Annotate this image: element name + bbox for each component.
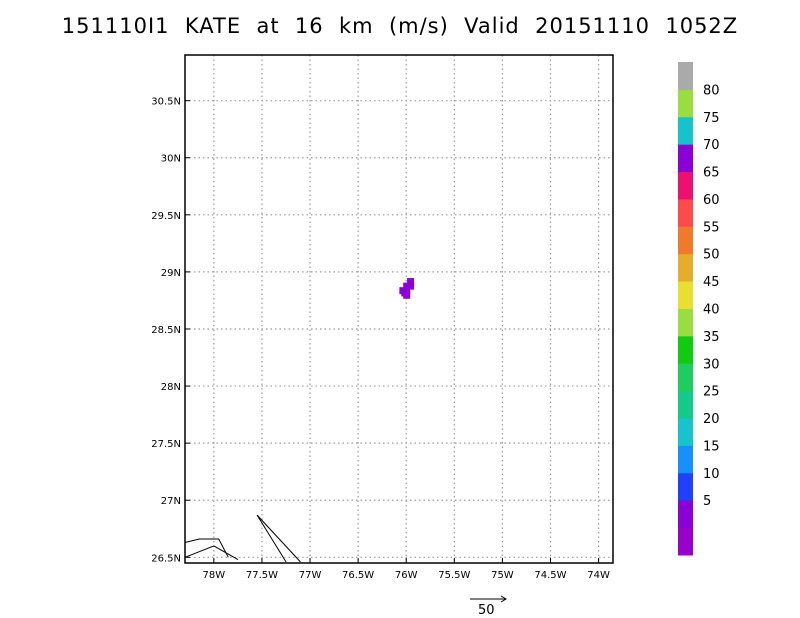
colorbar-segment — [678, 253, 693, 282]
latitude-labels: 26.5N 27N 27.5N 28N 28.5N 29N 29.5N 30N 30.5N — [151, 97, 181, 565]
colorbar-label: 60 — [703, 193, 720, 208]
map-title: 151110I1 KATE at 16 km (m/s) Valid 20151… — [61, 14, 739, 38]
colorbar-segment — [678, 527, 693, 556]
lon-tick-label: 76W — [395, 570, 418, 581]
wind-pixel — [401, 289, 409, 297]
colorbar-segment — [678, 390, 693, 419]
colorbar-segment — [678, 363, 693, 392]
wind-pixel — [407, 278, 415, 286]
lat-tick-label: 30N — [161, 154, 181, 165]
vector-key-arrowhead — [500, 595, 507, 603]
colorbar-segment — [678, 89, 693, 118]
colorbar-label: 45 — [703, 275, 720, 290]
lat-tick-label: 27N — [161, 496, 181, 507]
colorbar-segment — [678, 144, 693, 173]
map-frame — [184, 54, 614, 564]
wind-pixel — [403, 282, 411, 290]
wind-pixel — [407, 282, 415, 290]
colorbar: 5 10 15 20 25 30 35 40 45 50 55 60 65 70 75 80 — [678, 62, 720, 556]
colorbar-segment — [678, 445, 693, 474]
lat-tick-label: 26.5N — [151, 553, 181, 564]
colorbar-segment — [678, 116, 693, 145]
colorbar-label: 65 — [703, 166, 720, 181]
colorbar-segment — [678, 335, 693, 364]
colorbar-label: 70 — [703, 138, 720, 153]
lon-tick-label: 78W — [203, 570, 226, 581]
colorbar-label: 50 — [703, 248, 720, 263]
lat-tick-label: 30.5N — [151, 97, 181, 108]
lon-tick-label: 77.5W — [246, 570, 278, 581]
longitude-labels: 78W 77.5W 77W 76.5W 76W 75.5W 75W 74.5W 74W — [203, 570, 610, 581]
lat-tick-label: 28.5N — [151, 325, 181, 336]
gridlines — [185, 55, 613, 563]
colorbar-label: 10 — [703, 467, 720, 482]
lon-tick-label: 77W — [299, 570, 322, 581]
lat-tick-label: 27.5N — [151, 439, 181, 450]
colorbar-segment — [678, 226, 693, 255]
colorbar-label: 15 — [703, 439, 720, 454]
vector-key: 50 — [470, 595, 507, 618]
coastline — [184, 545, 239, 561]
colorbar-label: 40 — [703, 303, 720, 318]
coastlines — [184, 514, 301, 563]
colorbar-segment — [678, 472, 693, 501]
colorbar-segment — [678, 62, 693, 90]
colorbar-segment — [678, 171, 693, 200]
lat-tick-label: 29.5N — [151, 211, 181, 222]
lon-tick-label: 76.5W — [342, 570, 374, 581]
colorbar-label: 30 — [703, 357, 720, 372]
colorbar-segment — [678, 500, 693, 529]
lat-tick-label: 28N — [161, 382, 181, 393]
colorbar-segment — [678, 308, 693, 337]
colorbar-segment — [678, 198, 693, 227]
lon-tick-label: 74.5W — [534, 570, 566, 581]
colorbar-label: 20 — [703, 412, 720, 427]
colorbar-label: 55 — [703, 220, 720, 235]
vector-key-label: 50 — [478, 603, 495, 618]
colorbar-segment — [678, 418, 693, 446]
colorbar-label: 25 — [703, 385, 720, 400]
colorbar-label: 80 — [703, 83, 720, 98]
lon-tick-label: 75W — [491, 570, 514, 581]
colorbar-label: 35 — [703, 330, 720, 345]
lat-tick-label: 29N — [161, 268, 181, 279]
colorbar-label: 75 — [703, 111, 720, 126]
coastline — [256, 514, 287, 563]
colorbar-label: 5 — [703, 494, 711, 509]
colorbar-segment — [678, 281, 693, 309]
wind-pixels — [399, 278, 415, 299]
coastline — [184, 538, 229, 558]
coastline — [256, 514, 301, 563]
lon-tick-label: 75.5W — [438, 570, 470, 581]
lon-tick-label: 74W — [587, 570, 610, 581]
